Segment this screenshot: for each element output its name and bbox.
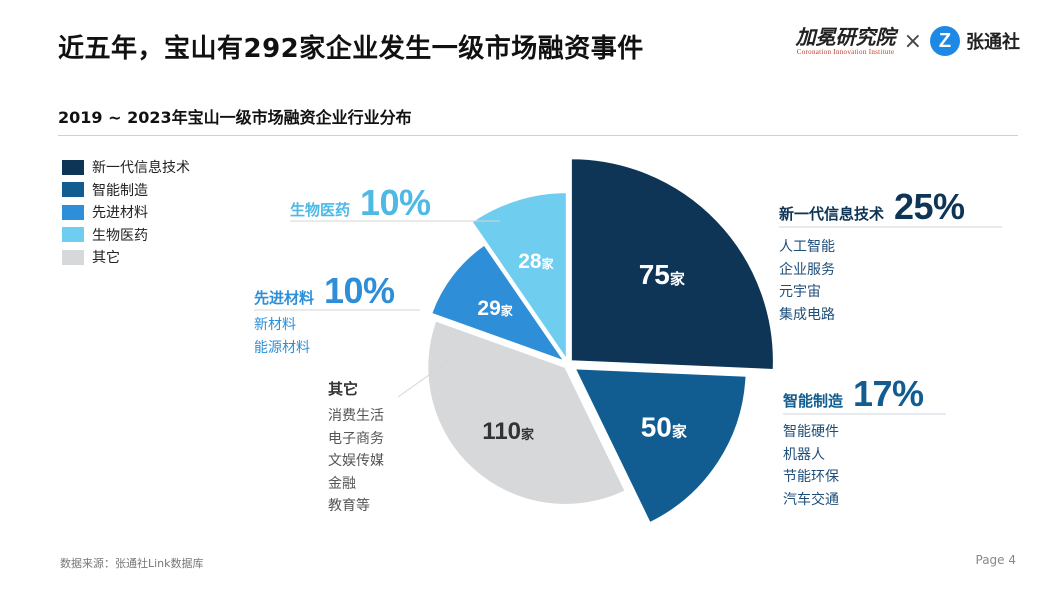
callout-adv-mat: 先进材料 10% 新材料 能源材料 [254,270,395,359]
pie-slice [573,367,748,525]
pie-slice [470,191,568,364]
callout-percent: 10% [360,182,431,223]
legend-swatch [62,159,84,175]
pie-slice-value-label: 50家 [641,412,687,443]
pie-slice-value-label: 29家 [477,297,513,320]
callout-percent: 25% [894,186,965,227]
callout-bio: 生物医药 10% [290,182,431,224]
callout-subitem: 消费生活 [328,408,384,424]
callout-smart-mfg: 智能制造 17% 智能硬件 机器人 节能环保 汽车交通 [783,373,924,511]
callout-subitem: 汽车交通 [783,491,839,508]
callout-subitem: 能源材料 [254,339,310,356]
legend-label: 其它 [92,250,120,267]
callout-subitem: 电子商务 [328,430,384,447]
legend-label: 先进材料 [92,205,148,222]
callout-subitem: 元宇宙 [779,284,821,300]
pie-slice [569,157,775,372]
subtitle-divider [58,135,1018,136]
callout-subitem: 智能硬件 [783,424,839,440]
zhangtong-logo-icon: Z [930,26,960,56]
legend-label: 生物医药 [92,227,148,244]
callout-new-it: 新一代信息技术 25% 人工智能 企业服务 元宇宙 集成电路 [779,186,965,326]
callout-subitem: 人工智能 [779,239,835,255]
callout-subitem: 节能环保 [783,469,839,485]
leader-line-other [397,359,451,398]
callout-other: 其它 消费生活 电子商务 文娱传媒 金融 教育等 [328,378,384,518]
legend-item: 智能制造 [62,179,190,202]
callout-name: 智能制造 [783,392,844,410]
legend-swatch [62,227,84,243]
data-source: 数据来源：张通社Link数据库 [60,557,204,570]
coronation-logo-en: Coronation Innovation Institute [796,48,895,56]
legend-item: 生物医药 [62,224,190,247]
legend-swatch [62,182,84,198]
callout-subitem: 机器人 [783,446,825,463]
cross-icon: × [903,28,922,54]
callout-subitem: 文娱传媒 [328,453,384,469]
callout-percent: 10% [324,270,395,311]
callout-subitem: 教育等 [328,498,370,514]
callout-subitem: 集成电路 [779,306,835,323]
coronation-logo-text: 加冕研究院 [795,25,896,49]
chart-legend: 新一代信息技术 智能制造 先进材料 生物医药 其它 [62,156,190,269]
pie-slice [426,319,627,506]
legend-item: 新一代信息技术 [62,156,190,179]
pie-slice-value-label: 110家 [482,418,535,445]
callout-name: 其它 [328,380,359,398]
callout-percent: 17% [853,373,924,414]
coronation-logo: 加冕研究院 Coronation Innovation Institute [796,26,896,56]
brand-logos: 加冕研究院 Coronation Innovation Institute × … [796,26,1020,56]
legend-swatch [62,204,84,220]
callout-subitem: 企业服务 [779,261,835,278]
callout-name: 生物医药 [290,201,351,219]
callout-subitem: 新材料 [254,317,296,333]
legend-item: 其它 [62,246,190,269]
callout-name: 先进材料 [254,289,315,307]
legend-label: 智能制造 [92,182,148,199]
chart-subtitle: 2019 ~ 2023年宝山一级市场融资企业行业分布 [58,108,412,127]
page-title: 近五年，宝山有292家企业发生一级市场融资事件 [58,34,644,64]
pie-slice [429,243,568,364]
legend-swatch [62,249,84,265]
zhangtong-logo-name: 张通社 [966,32,1020,53]
legend-item: 先进材料 [62,201,190,224]
pie-slice-value-label: 28家 [518,250,554,273]
legend-label: 新一代信息技术 [92,160,190,177]
callout-name: 新一代信息技术 [779,205,885,223]
callout-subitem: 金融 [328,475,356,492]
page-number: Page 4 [975,553,1017,567]
pie-slice-value-label: 75家 [639,259,685,290]
